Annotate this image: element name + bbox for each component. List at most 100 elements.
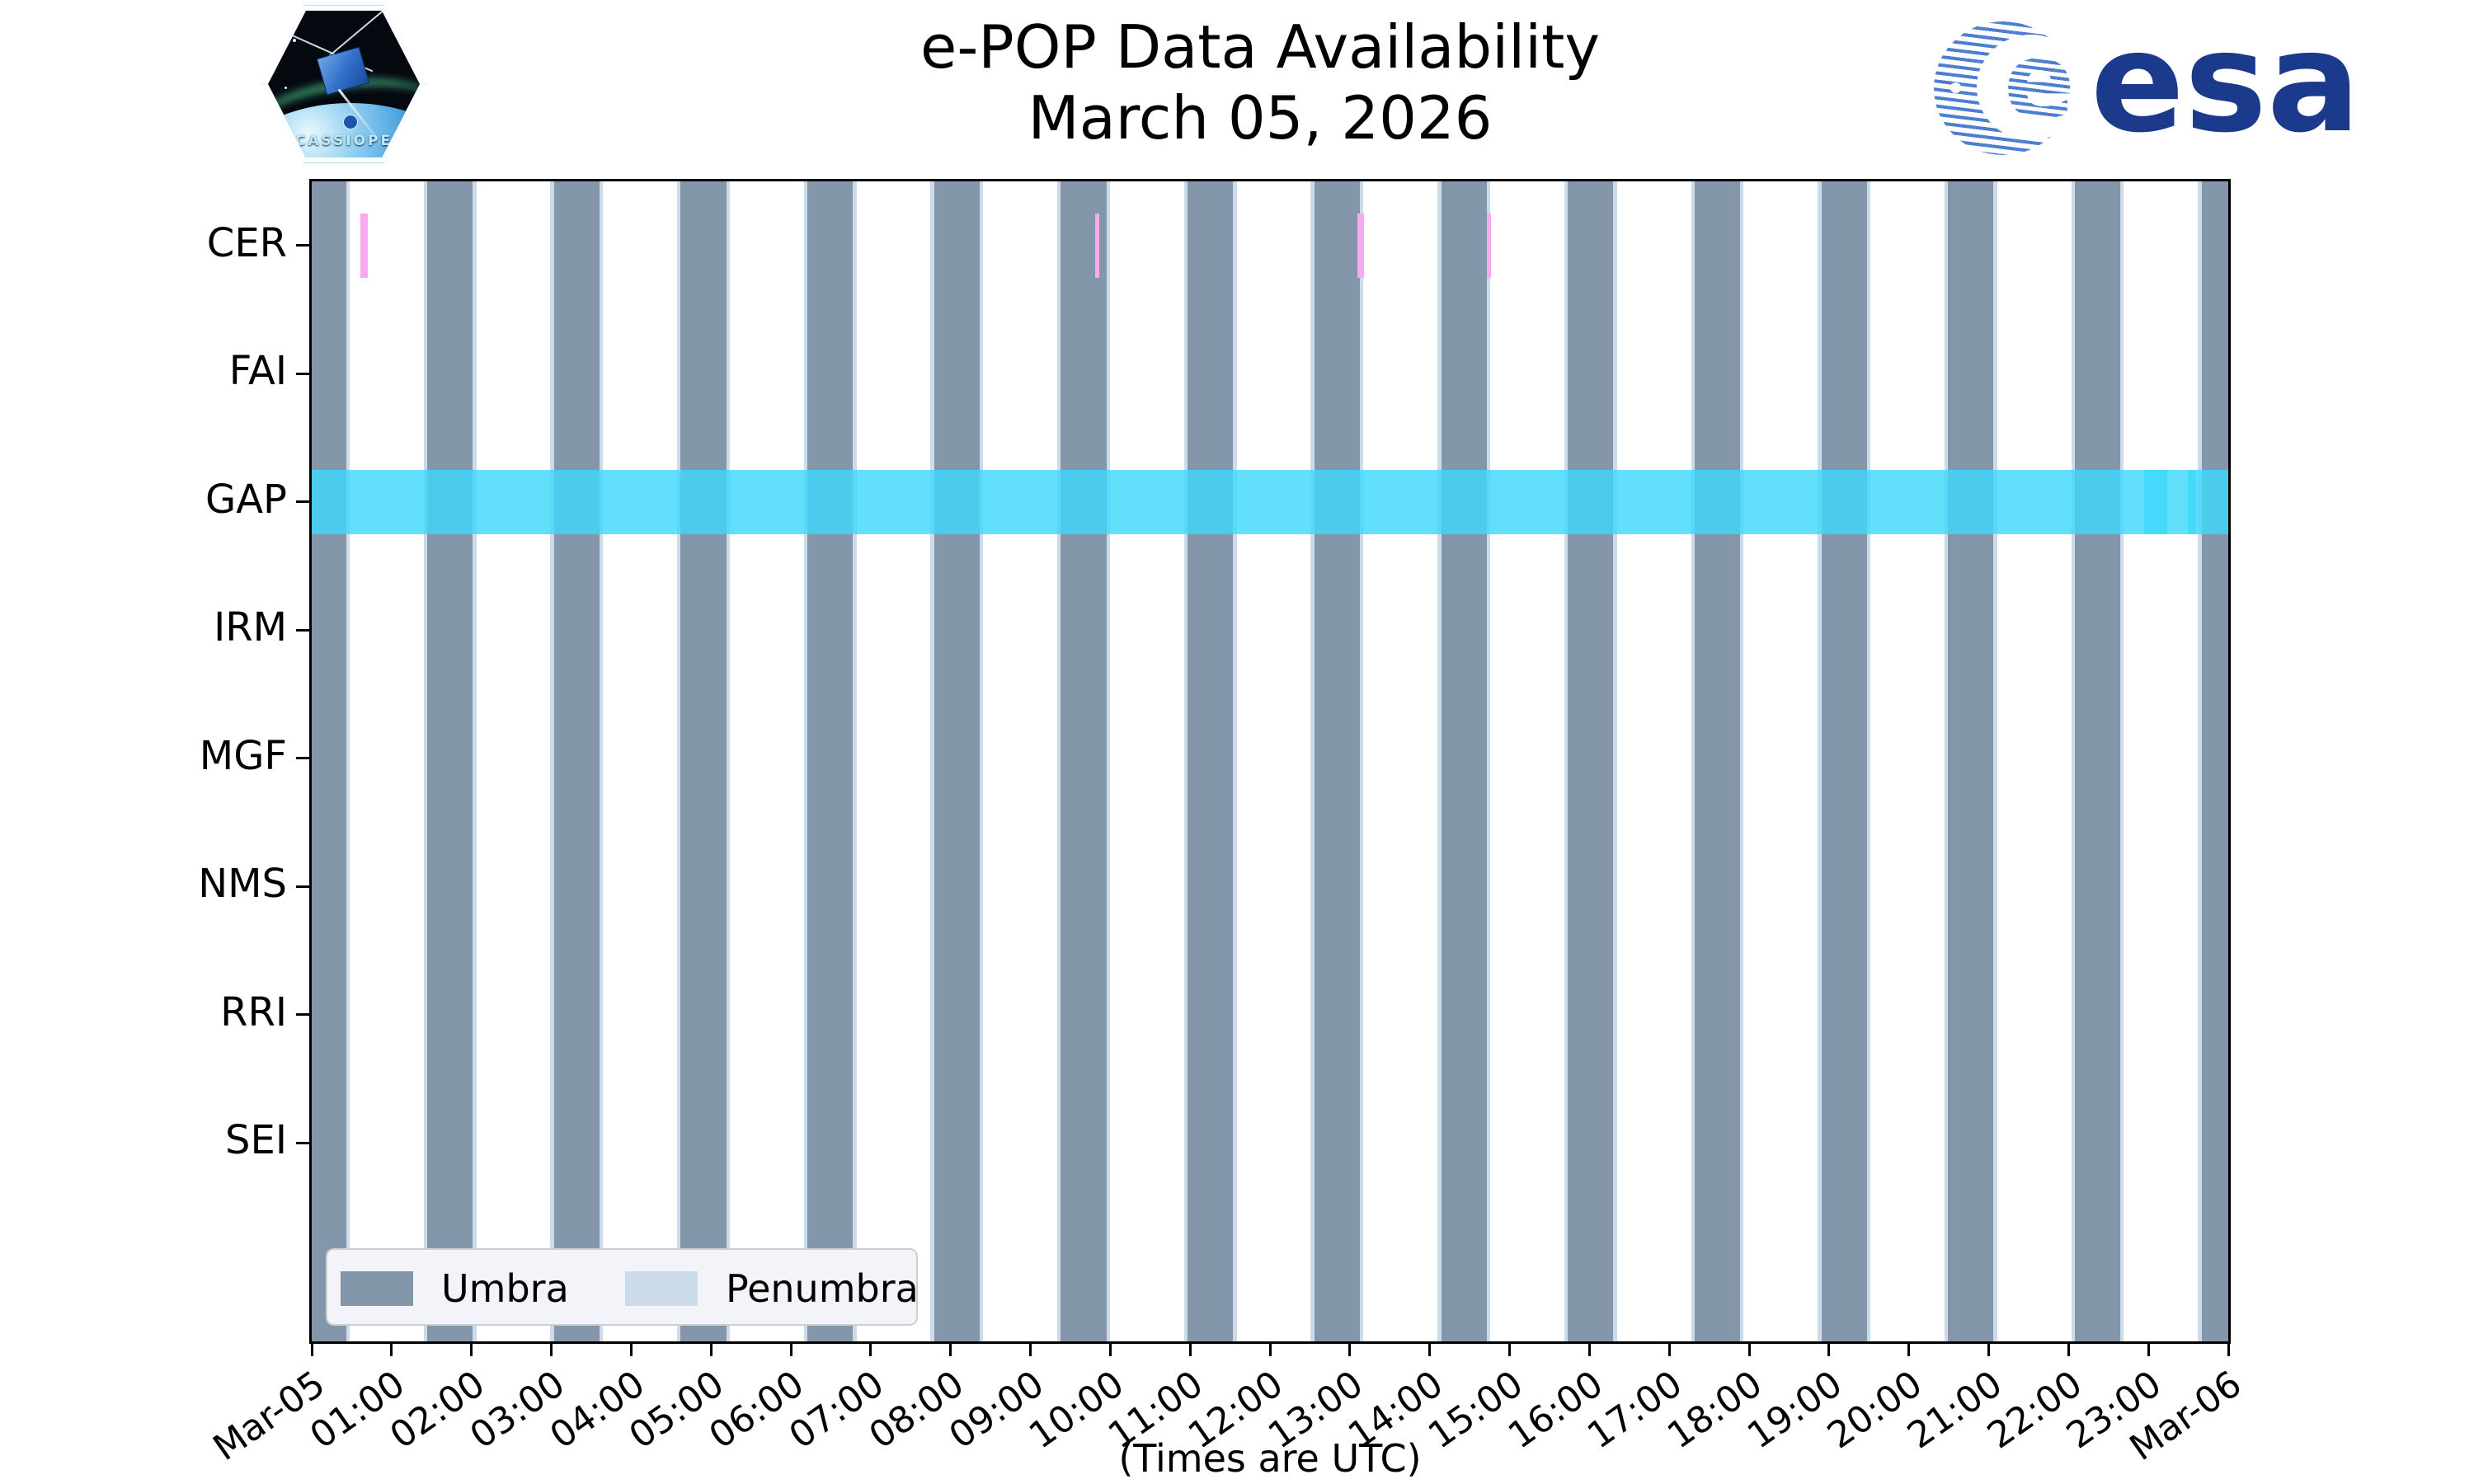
penumbra-strip [930,181,934,1341]
umbra-bar [1821,181,1867,1341]
umbra-bar [1694,181,1741,1341]
cer-availability-mark [1487,213,1492,278]
penumbra-strip [599,181,604,1341]
cassiope-patch-logo: CASSIOPE [262,5,426,163]
x-tick [1508,1341,1511,1356]
esa-wordmark: esa [2091,2,2361,163]
penumbra-strip [1866,181,1871,1341]
penumbra-strip [2120,181,2124,1341]
esa-e-glyph: e [1990,28,2089,143]
y-tick [296,757,312,760]
penumbra-strip [346,181,350,1341]
umbra-bar [553,181,600,1341]
penumbra-strip [1057,181,1061,1341]
y-tick [296,885,312,888]
x-tick [1029,1341,1032,1356]
penumbra-strip [473,181,477,1341]
umbra-bar [1441,181,1487,1341]
chart-title: e-POP Data Availability [920,12,1600,82]
legend-penumbra-swatch [625,1271,698,1306]
x-tick [1428,1341,1432,1356]
x-tick [1268,1341,1272,1356]
y-tick-label: GAP [205,476,287,523]
legend: Umbra Penumbra [326,1248,919,1326]
chart-subtitle-date: March 05, 2026 [1028,83,1493,153]
penumbra-strip [853,181,857,1341]
penumbra-strip [1944,181,1949,1341]
x-tick [390,1341,393,1356]
umbra-bar [680,181,727,1341]
penumbra-strip [677,181,681,1341]
penumbra-strip [1310,181,1315,1341]
esa-logo: e esa [1934,2,2360,163]
y-tick-label: SEI [225,1117,287,1164]
penumbra-strip [1993,181,1997,1341]
x-tick [1108,1341,1112,1356]
y-tick [296,628,312,632]
gap-availability-band [312,469,2228,534]
penumbra-strip [1183,181,1188,1341]
y-tick-label: CER [206,219,287,266]
x-tick [470,1341,473,1356]
penumbra-strip [1613,181,1617,1341]
x-tick [1987,1341,1990,1356]
x-tick [789,1341,793,1356]
csa-emblem-icon [343,115,358,129]
cer-availability-mark [1357,213,1365,278]
cer-availability-mark [360,213,368,278]
penumbra-strip [2198,181,2202,1341]
penumbra-strip [2071,181,2075,1341]
penumbra-strip [1564,181,1569,1341]
x-tick [2227,1341,2230,1356]
y-tick [296,500,312,504]
star-dot [293,39,296,42]
penumbra-strip [423,181,428,1341]
x-tick [709,1341,713,1356]
umbra-bar [1568,181,1614,1341]
y-tick-label: MGF [199,732,287,779]
x-tick [550,1341,553,1356]
umbra-bar [1948,181,1994,1341]
umbra-bar [934,181,980,1341]
x-tick [949,1341,952,1356]
penumbra-strip [726,181,730,1341]
penumbra-strip [1360,181,1364,1341]
x-tick [2067,1341,2070,1356]
y-tick [296,244,312,247]
umbra-bar [2201,181,2228,1341]
penumbra-strip [980,181,984,1341]
gap-availability-overlap [2187,469,2197,534]
penumbra-strip [1691,181,1695,1341]
x-tick [310,1341,313,1356]
penumbra-strip [550,181,554,1341]
penumbra-strip [1486,181,1491,1341]
esa-star-dot [1950,82,1961,93]
umbra-bar [2074,181,2121,1341]
x-tick [1907,1341,1911,1356]
y-tick [296,1141,312,1144]
esa-crescent [1977,35,2086,140]
x-tick [629,1341,633,1356]
penumbra-strip [1818,181,1822,1341]
y-tick [296,1013,312,1017]
y-tick-label: IRM [214,604,287,651]
x-tick [1587,1341,1591,1356]
x-tick [1827,1341,1831,1356]
umbra-bar [312,181,346,1341]
legend-penumbra-label: Penumbra [726,1266,919,1311]
umbra-bar [1188,181,1234,1341]
cer-availability-mark [1094,213,1099,278]
penumbra-strip [803,181,808,1341]
x-tick [1667,1341,1671,1356]
penumbra-strip [1740,181,1744,1341]
x-axis-note: (Times are UTC) [1118,1436,1422,1481]
cassiope-wordmark: CASSIOPE [294,133,393,149]
y-tick [296,372,312,375]
penumbra-strip [1437,181,1442,1341]
gap-availability-overlap [2144,469,2168,534]
legend-umbra-label: Umbra [441,1266,569,1311]
penumbra-strip [1233,181,1237,1341]
x-tick [1348,1341,1352,1356]
plot-area: CER FAI GAP IRM MGF NMS RRI SEI Mar-05 01:00 02:00… [198,181,2249,1469]
x-tick [869,1341,872,1356]
